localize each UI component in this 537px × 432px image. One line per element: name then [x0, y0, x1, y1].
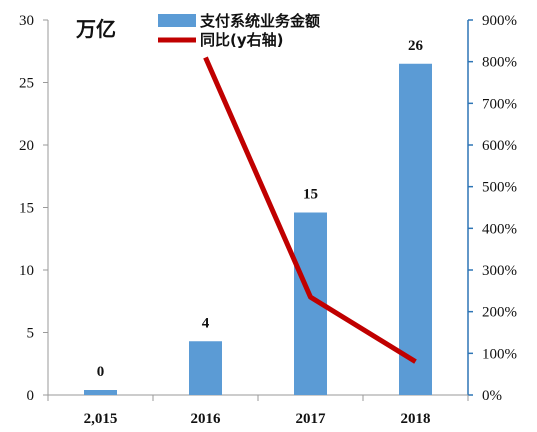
y-right-tick-label: 300%: [482, 263, 517, 279]
y-left-tick-label: 0: [27, 388, 35, 404]
bar-data-label: 15: [303, 187, 318, 203]
line-series-path: [203, 56, 417, 364]
y-right-tick-label: 200%: [482, 305, 517, 321]
x-tick-label: 2018: [401, 411, 431, 427]
y-right-tick-label: 600%: [482, 138, 517, 154]
y-right-tick-label: 400%: [482, 221, 517, 237]
legend-bar-swatch: [158, 14, 196, 27]
legend-line-label: 同比(y右轴): [200, 31, 284, 49]
bar-data-label: 26: [408, 38, 424, 54]
y-right-tick-label: 800%: [482, 55, 517, 71]
y-left-tick-label: 5: [27, 326, 35, 342]
y-right-tick-label: 0%: [482, 388, 502, 404]
y-right-tick-label: 100%: [482, 346, 517, 362]
y-left-tick-label: 20: [19, 138, 34, 154]
line-layer: [203, 56, 417, 364]
bars-layer: [84, 63, 432, 395]
x-tick-label: 2016: [191, 411, 222, 427]
bar: [84, 390, 117, 395]
legend-bar-label: 支付系统业务金额: [199, 12, 320, 30]
y-left-tick-label: 15: [19, 201, 34, 217]
labels-layer: 0 4 15 26: [97, 38, 424, 380]
y-right-tick-label: 500%: [482, 180, 517, 196]
bar: [399, 63, 432, 395]
bar: [189, 341, 222, 395]
axes-layer: 0510152025300%100%200%300%400%500%600%70…: [19, 13, 517, 427]
y-right-tick-label: 900%: [482, 13, 517, 29]
y-left-tick-label: 25: [19, 76, 34, 92]
bar-data-label: 0: [97, 364, 105, 380]
y-right-tick-label: 700%: [482, 96, 517, 112]
legend-layer: 支付系统业务金额 同比(y右轴): [158, 12, 320, 49]
x-tick-label: 2,015: [84, 411, 118, 427]
bar-data-label: 4: [202, 315, 210, 331]
unit-label: 万亿: [75, 17, 116, 41]
y-left-tick-label: 30: [19, 13, 34, 29]
y-left-tick-label: 10: [19, 263, 34, 279]
x-tick-label: 2017: [296, 411, 327, 427]
